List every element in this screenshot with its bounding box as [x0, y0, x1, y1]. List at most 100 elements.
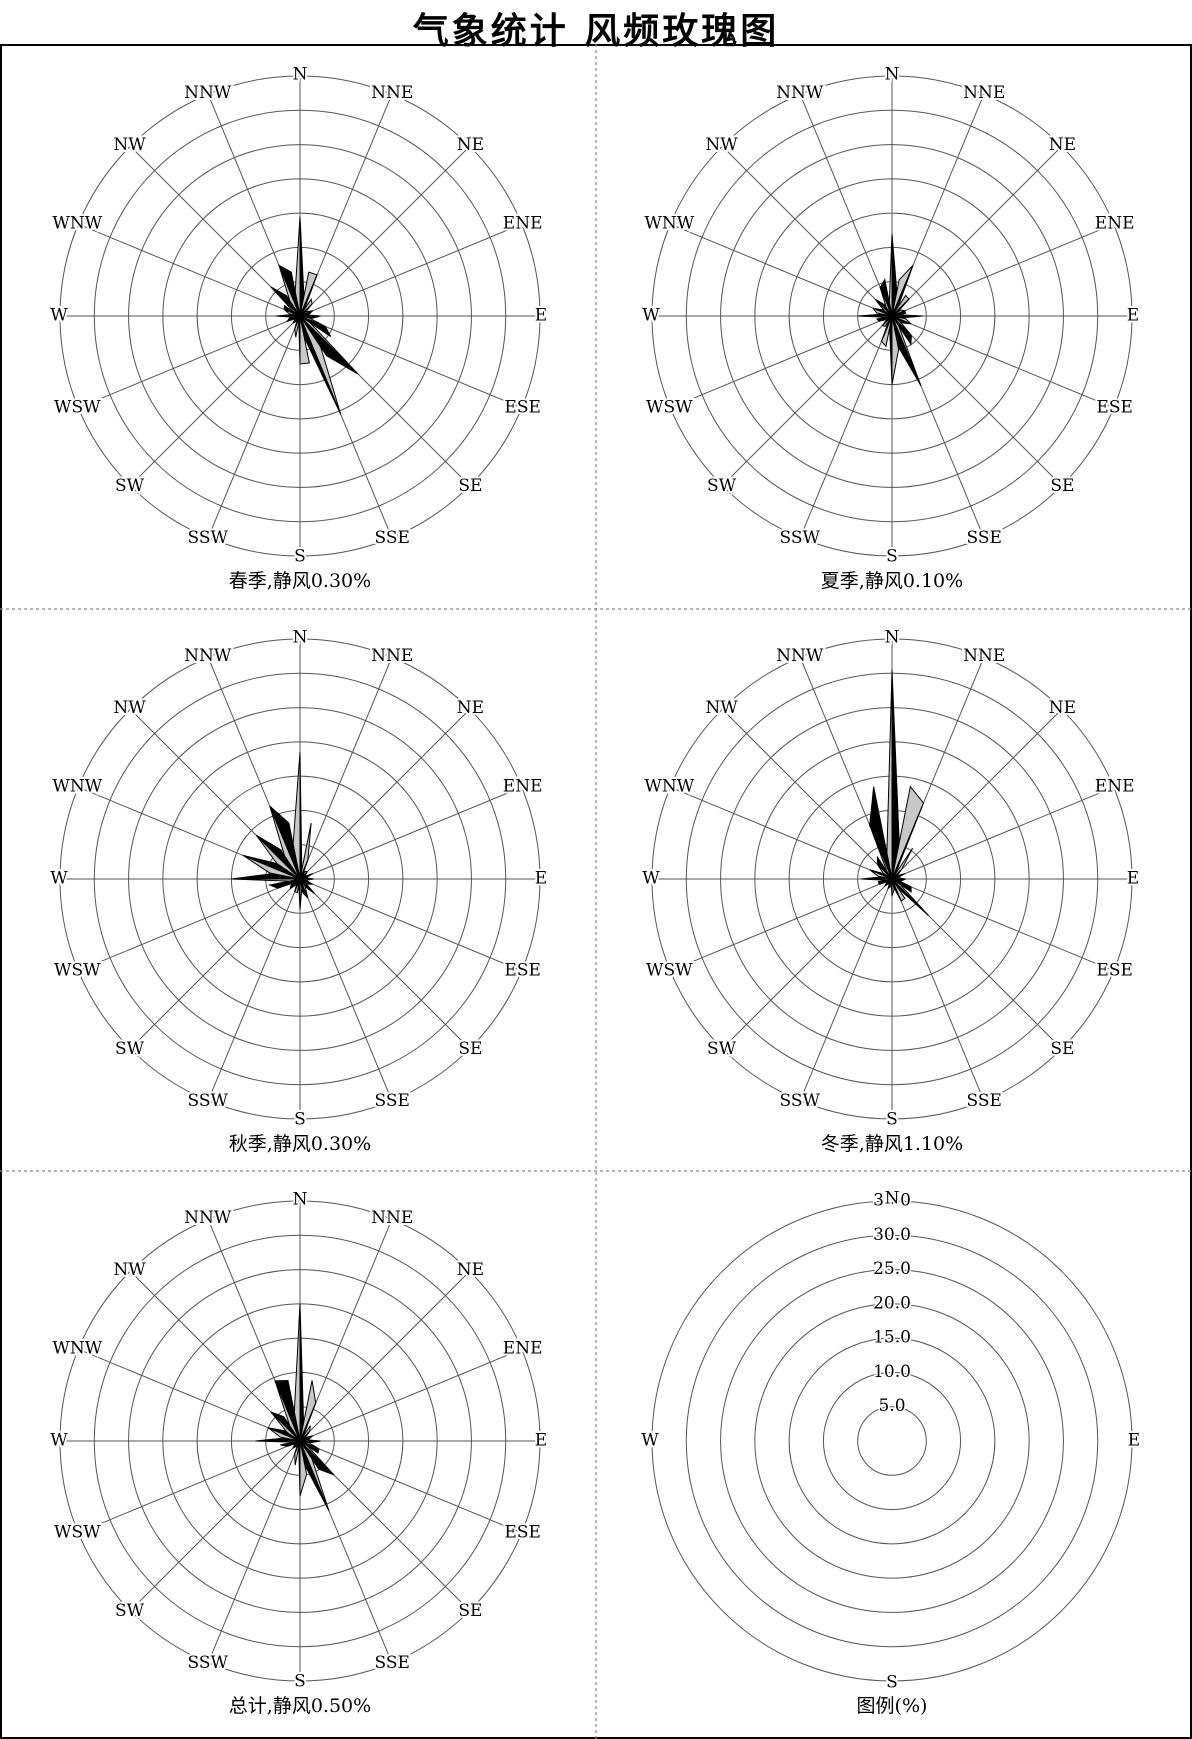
direction-label-e: E — [535, 869, 547, 889]
direction-label-ssw: SSW — [780, 528, 821, 548]
spoke-ene — [299, 1348, 522, 1442]
spoke-ne — [299, 708, 471, 880]
spoke-nne — [299, 657, 393, 880]
direction-label-se: SE — [458, 476, 482, 496]
grid-ring — [651, 1200, 1133, 1682]
spoke-ssw — [799, 315, 893, 538]
spoke-se — [891, 315, 1063, 487]
petal-s-dark — [298, 1440, 301, 1496]
direction-label-sw: SW — [115, 1039, 145, 1059]
direction-label-ssw: SSW — [780, 1091, 821, 1111]
direction-label-s: S — [294, 1672, 306, 1692]
spoke-sse — [891, 878, 985, 1101]
spoke-nw — [721, 708, 893, 880]
direction-label-s: S — [294, 547, 306, 567]
direction-label-wsw: WSW — [646, 961, 693, 981]
direction-label-sw: SW — [115, 1601, 145, 1621]
direction-label-wnw: WNW — [52, 776, 102, 796]
direction-label-nne: NNE — [371, 1208, 413, 1228]
wind-rose-spring: N NNE NE ENE E ESE SE SSE S SSW SW WSW W WNW NW NNW 春季,静… — [48, 63, 549, 593]
spoke-wsw — [78, 1440, 301, 1534]
spoke-ne — [299, 145, 471, 317]
spoke-wsw — [78, 315, 301, 409]
spoke-ese — [299, 315, 522, 409]
direction-label-nnw: NNW — [776, 83, 824, 103]
direction-label-e: E — [1127, 306, 1139, 326]
direction-label-s: S — [886, 1110, 898, 1130]
spoke-wnw — [670, 786, 893, 880]
caption-annual: 总计,静风0.50% — [229, 1695, 371, 1717]
direction-label-s: S — [294, 1110, 306, 1130]
direction-label-ne: NE — [1049, 135, 1076, 155]
grid-ring — [720, 1269, 1064, 1613]
legend-axis-label-s: S — [886, 1673, 898, 1693]
page-title: 气象统计 风频玫瑰图 — [412, 11, 780, 52]
direction-label-nnw: NNW — [776, 646, 824, 666]
direction-label-n: N — [293, 628, 308, 648]
legend-ring-label: 25.0 — [873, 1259, 911, 1279]
grid-ring — [685, 1234, 1099, 1648]
spoke-ssw — [207, 878, 301, 1101]
spoke-nw — [721, 145, 893, 317]
grid-ring — [822, 1371, 962, 1511]
petal-n-light — [886, 669, 893, 880]
spoke-ne — [299, 1270, 471, 1442]
spoke-wnw — [78, 1348, 301, 1442]
spoke-sw — [721, 315, 893, 487]
direction-label-nw: NW — [113, 135, 146, 155]
direction-label-ene: ENE — [1095, 213, 1135, 233]
direction-label-sse: SSE — [375, 528, 410, 548]
direction-label-ssw: SSW — [188, 1653, 229, 1673]
direction-label-nw: NW — [113, 698, 146, 718]
direction-label-nnw: NNW — [184, 646, 232, 666]
direction-label-nne: NNE — [963, 646, 1005, 666]
spoke-sw — [129, 315, 301, 487]
direction-label-ne: NE — [457, 698, 484, 718]
direction-label-sse: SSE — [967, 1091, 1002, 1111]
legend-axis-label-e: E — [1128, 1431, 1140, 1451]
direction-label-ene: ENE — [503, 213, 543, 233]
direction-label-n: N — [885, 628, 900, 648]
direction-label-ese: ESE — [1096, 398, 1132, 418]
grid-ring — [857, 1406, 927, 1476]
direction-label-se: SE — [458, 1039, 482, 1059]
direction-label-n: N — [293, 1190, 308, 1210]
petal-nnw-dark — [274, 1379, 301, 1442]
direction-label-e: E — [535, 306, 547, 326]
legend-axis-label-n: N — [885, 1189, 900, 1209]
petal-nnw-dark — [278, 264, 301, 317]
direction-label-ssw: SSW — [188, 528, 229, 548]
direction-label-wnw: WNW — [644, 776, 694, 796]
wind-rose-grid: NNNENEENEEESESESSESSSWSWWSWWWNWNWNNW春季,静… — [0, 44, 1192, 1739]
direction-label-nw: NW — [705, 698, 738, 718]
grid-ring — [788, 1337, 996, 1545]
spoke-ese — [299, 878, 522, 972]
direction-label-wsw: WSW — [54, 398, 101, 418]
direction-label-sse: SSE — [967, 528, 1002, 548]
direction-label-wsw: WSW — [54, 961, 101, 981]
spoke-ene — [299, 223, 522, 317]
spoke-sw — [129, 878, 301, 1050]
direction-label-wsw: WSW — [646, 398, 693, 418]
direction-label-w: W — [642, 869, 660, 889]
spoke-wsw — [670, 315, 893, 409]
direction-label-ese: ESE — [504, 1523, 540, 1543]
wind-rose-winter: N NNE NE ENE E ESE SE SSE S SSW SW WSW W WNW NW NNW 冬季,静… — [640, 626, 1141, 1156]
legend-ring-label: 15.0 — [873, 1328, 911, 1348]
grid-ring — [754, 1303, 1030, 1579]
direction-label-w: W — [642, 306, 660, 326]
direction-label-s: S — [886, 547, 898, 567]
direction-label-se: SE — [1050, 1039, 1074, 1059]
direction-label-nw: NW — [113, 1260, 146, 1280]
spoke-sse — [299, 878, 393, 1101]
spoke-ne — [891, 145, 1063, 317]
spoke-nnw — [799, 94, 893, 317]
direction-label-ne: NE — [457, 1260, 484, 1280]
petal-nnw-dark — [879, 278, 893, 317]
direction-label-wsw: WSW — [54, 1523, 101, 1543]
direction-label-nnw: NNW — [184, 83, 232, 103]
petal-nnw-dark — [869, 786, 893, 880]
wind-rose-autumn: N NNE NE ENE E ESE SE SSE S SSW SW WSW W WNW NW NNW 秋季,静… — [48, 626, 549, 1156]
caption-summer: 夏季,静风0.10% — [821, 570, 963, 592]
direction-label-ssw: SSW — [188, 1091, 229, 1111]
